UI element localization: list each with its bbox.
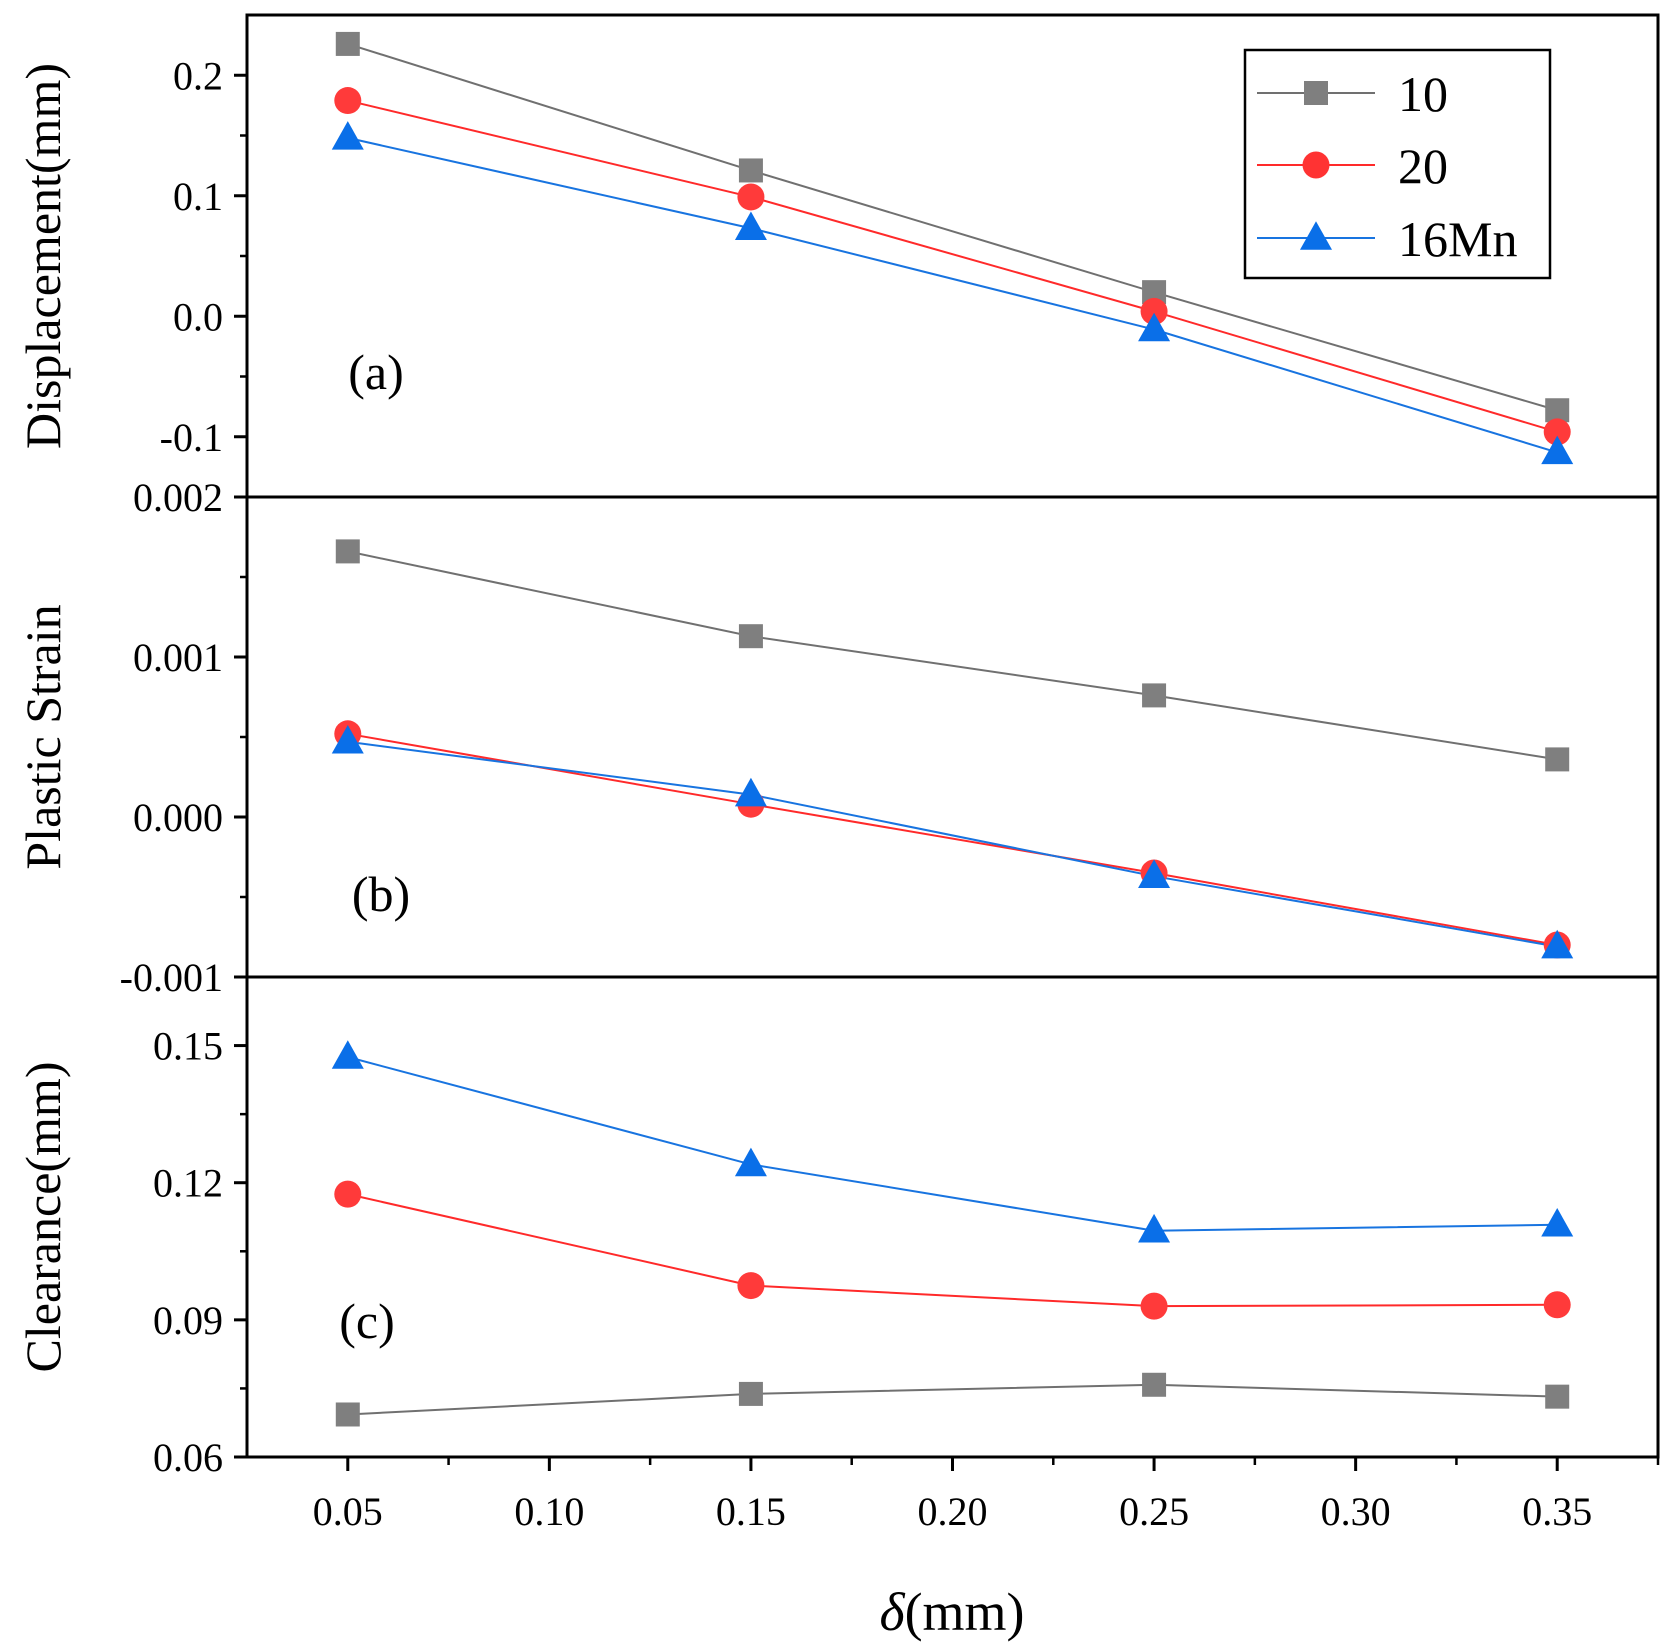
panel-label: (a) [348,344,404,400]
data-point-16mn-3 [1541,435,1574,465]
y-tick-label: 0.15 [153,1024,223,1069]
y-tick-label: 0.001 [133,635,223,680]
data-point-16mn-1 [734,777,767,807]
series-line-16mn [347,1056,1558,1232]
legend-label-10: 10 [1398,66,1448,122]
data-point-16mn-3 [1541,1207,1574,1237]
x-tick-label: 0.15 [716,1489,786,1534]
x-axis: 0.05 0.10 0.15 0.20 0.25 0.30 0.35 δ(mm) [313,1457,1660,1642]
panel-2: -0.001 0.000 0.001 0.002 Plastic Strain (b) [15,475,1660,1000]
data-point-16mn-0 [331,725,364,754]
data-point-16mn-1 [734,211,767,241]
legend-label-20: 20 [1398,138,1448,194]
y-tick-label: 0.06 [153,1435,223,1480]
data-point-10-2 [1142,683,1167,708]
x-tick-label: 0.35 [1522,1489,1592,1534]
y-axis-label: Displacement(mm) [15,63,71,449]
data-point-16mn-2 [1138,312,1171,342]
y-tick-label: 0.000 [133,795,223,840]
series-line-16mn [347,136,1558,454]
data-point-20-3 [1543,1291,1571,1319]
x-tick-label: 0.30 [1321,1489,1391,1534]
data-point-20-1 [737,183,765,211]
x-tick-label: 0.05 [313,1489,383,1534]
panel-frame [245,495,1660,979]
legend: 10 20 16Mn [1243,48,1552,280]
series-line-16mn [347,740,1558,948]
series-line-10 [347,1383,1558,1416]
data-point-20-2 [1140,297,1168,325]
y-tick-label: 0.2 [173,53,223,98]
series-line-20 [347,1193,1558,1308]
data-point-16mn-2 [1138,859,1171,888]
panel-label: (c) [339,1293,395,1349]
x-axis-label: δ(mm) [879,1582,1024,1642]
series-line-20 [347,99,1558,433]
y-axis-label: Plastic Strain [15,604,71,869]
data-point-10-0 [335,31,360,56]
data-point-20-0 [334,87,362,115]
data-point-10-2 [1142,1372,1167,1397]
x-axis-label-symbol: δ [879,1582,905,1642]
data-point-16mn-1 [734,1147,767,1177]
legend-marker-10 [1304,81,1328,105]
data-point-10-1 [738,158,763,183]
data-point-10-3 [1545,398,1570,423]
data-point-10-3 [1545,747,1570,772]
panel-label: (b) [352,866,410,922]
data-point-16mn-3 [1541,929,1574,959]
data-point-20-1 [737,1272,765,1300]
y-tick-label: 0.09 [153,1298,223,1343]
panel-3: 0.06 0.09 0.12 0.15 Clearance(mm) (c) [15,975,1660,1480]
data-point-20-0 [334,1180,362,1208]
data-point-10-1 [738,1381,763,1406]
legend-marker-20 [1302,151,1330,179]
y-tick-label: 0.002 [133,475,223,520]
data-point-20-3 [1543,418,1571,446]
data-point-20-2 [1140,1292,1168,1320]
y-tick-label: 0.0 [173,294,223,339]
data-point-16mn-0 [331,121,364,150]
data-point-10-3 [1545,1384,1570,1409]
series-line-10 [347,42,1558,412]
legend-marker-16mn [1300,221,1332,250]
y-tick-label: -0.1 [160,415,223,460]
data-point-10-0 [335,539,360,564]
y-tick-label: 0.1 [173,174,223,219]
panel-frame [245,975,1660,1459]
y-tick-label: 0.12 [153,1161,223,1206]
data-point-10-0 [335,1402,360,1427]
x-tick-label: 0.10 [514,1489,584,1534]
data-point-16mn-2 [1138,1213,1171,1243]
data-point-16mn-0 [331,1040,364,1069]
y-tick-label: -0.001 [120,955,223,1000]
x-axis-label-unit: (mm) [905,1582,1025,1642]
y-axis-label: Clearance(mm) [15,1062,71,1373]
data-point-10-1 [738,624,763,649]
series-line-10 [347,550,1558,761]
x-tick-label: 0.25 [1119,1489,1189,1534]
x-tick-label: 0.20 [918,1489,988,1534]
legend-label-16mn: 16Mn [1398,211,1517,267]
